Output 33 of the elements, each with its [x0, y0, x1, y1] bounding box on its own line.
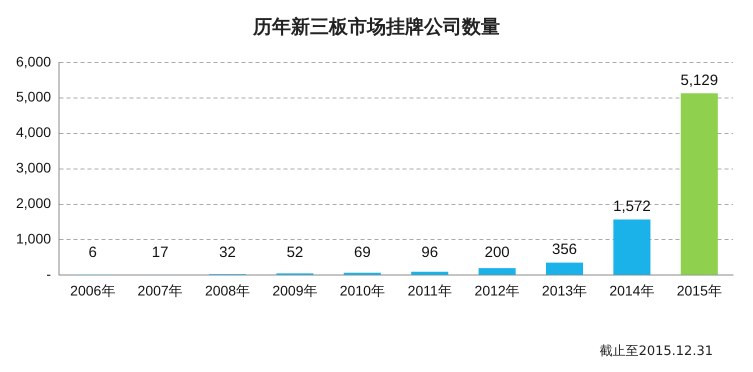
data-label: 200	[484, 244, 510, 261]
y-tick-label: 1,000	[16, 230, 52, 247]
x-tick-label: 2015年	[676, 282, 722, 298]
bar	[546, 262, 584, 275]
data-label: 32	[219, 244, 236, 261]
x-tick-label: 2008年	[204, 282, 250, 298]
x-tick-label: 2009年	[272, 282, 318, 298]
y-tick-label: 2,000	[16, 195, 52, 212]
data-label: 96	[421, 244, 438, 261]
y-tick-label: -	[46, 266, 52, 282]
x-tick-label: 2010年	[340, 282, 385, 298]
data-label: 52	[286, 244, 304, 261]
data-label: 17	[152, 244, 168, 261]
data-label: 69	[354, 244, 371, 261]
data-label: 1,572	[613, 198, 651, 216]
x-tick-label: 2006年	[70, 282, 116, 298]
text: 截止至2015.12.31	[600, 343, 713, 360]
x-tick-label: 2007年	[138, 282, 183, 298]
x-tick-label: 2012年	[474, 282, 520, 298]
y-tick-label: 4,000	[16, 124, 52, 140]
x-tick-label: 2013年	[542, 282, 588, 298]
chart-title: 历年新三板市场挂牌公司数量	[252, 15, 501, 40]
bar	[478, 268, 516, 275]
y-tick-label: 3,000	[16, 160, 52, 176]
y-tick-label: 6,000	[16, 53, 52, 70]
bar	[680, 93, 718, 275]
data-label: 5,129	[680, 72, 718, 89]
data-label: 6	[88, 244, 97, 261]
data-label: 356	[552, 241, 578, 258]
x-tick-label: 2011年	[408, 282, 452, 298]
x-tick-label: 2014年	[609, 282, 654, 298]
bar	[613, 219, 650, 275]
y-tick-label: 5,000	[16, 88, 52, 105]
